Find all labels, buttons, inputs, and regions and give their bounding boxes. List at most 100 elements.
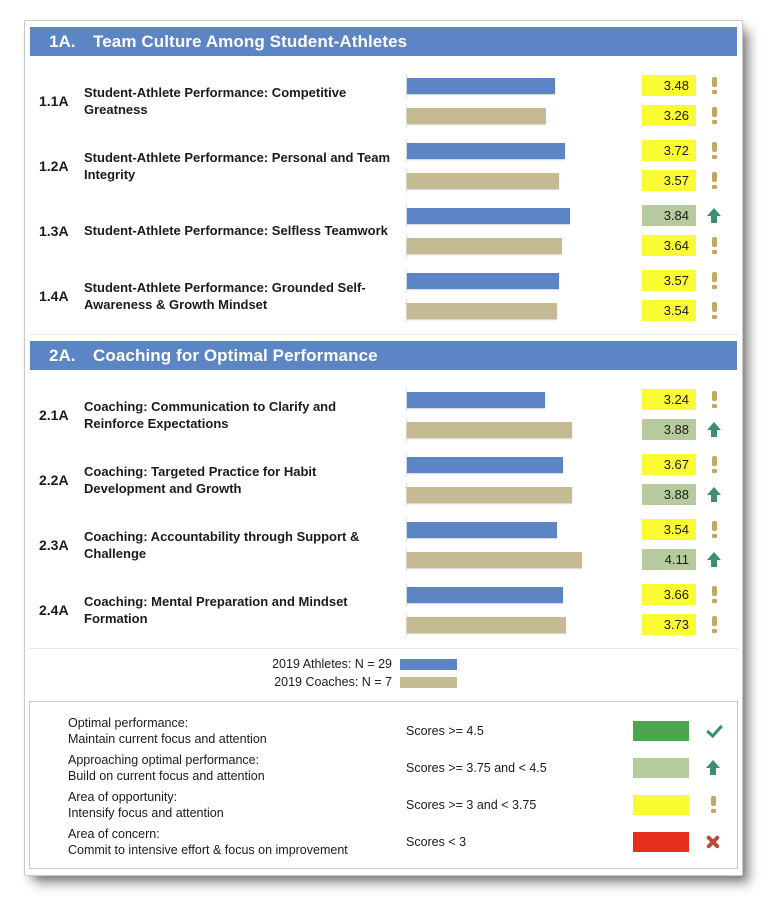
exclamation-icon [711, 456, 717, 473]
key-subtitle: Intensify focus and attention [68, 805, 224, 820]
exclamation-icon [711, 237, 717, 254]
athletes-legend-label: 2019 Athletes: N = 29 [272, 657, 392, 671]
section-2a-rows: 2.1A Coaching: Communication to Clarify … [29, 374, 738, 649]
section-title: Team Culture Among Student-Athletes [93, 31, 408, 51]
athletes-score-badge: 3.84 [642, 205, 696, 226]
row-id: 2.4A [39, 601, 69, 618]
row-title: Coaching: Targeted Practice for Habit De… [84, 463, 317, 496]
key-row-optimal: Optimal performance: Maintain current fo… [30, 712, 737, 749]
athletes-score-bar [407, 586, 563, 603]
bar-axis-cell [406, 268, 642, 293]
athletes-score-badge: 3.48 [642, 75, 696, 96]
row-id: 1.3A [39, 222, 69, 239]
exclamation-icon [711, 142, 717, 159]
athletes-score-badge: 3.57 [642, 270, 696, 291]
key-title: Area of concern: [68, 826, 160, 841]
coaches-legend-label: 2019 Coaches: N = 7 [274, 675, 392, 689]
row-title: Student-Athlete Performance: Personal an… [84, 149, 391, 182]
key-row-concern: Area of concern: Commit to intensive eff… [30, 823, 737, 860]
coaches-score-bar [407, 551, 582, 568]
athletes-legend-swatch [400, 658, 457, 670]
key-title: Optimal performance: [68, 715, 189, 730]
coaches-score-badge: 3.57 [642, 170, 696, 191]
row-title: Student-Athlete Performance: Selfless Te… [84, 223, 388, 238]
series-legend: 2019 Athletes: N = 29 2019 Coaches: N = … [28, 657, 739, 689]
exclamation-icon [711, 586, 717, 603]
assessment-row-2-2a: 2.2A Coaching: Targeted Practice for Hab… [29, 447, 738, 512]
coaches-score-bar [407, 237, 562, 254]
athletes-score-bar [407, 272, 559, 289]
bar-axis-cell [406, 103, 642, 128]
key-row-approaching: Approaching optimal performance: Build o… [30, 749, 737, 786]
coaches-score-badge: 3.88 [642, 419, 696, 440]
report-page: 1A. Team Culture Among Student-Athletes … [24, 20, 743, 876]
up-arrow-icon [707, 208, 721, 223]
row-id: 2.1A [39, 406, 69, 423]
athletes-score-badge: 3.67 [642, 454, 696, 475]
key-color-swatch [632, 757, 690, 778]
coaches-score-badge: 3.88 [642, 484, 696, 505]
exclamation-icon [711, 107, 717, 124]
row-title: Student-Athlete Performance: Grounded Se… [84, 279, 366, 312]
exclamation-icon [711, 302, 717, 319]
section-header-1a: 1A. Team Culture Among Student-Athletes [30, 27, 737, 56]
section-id: 1A. [49, 31, 76, 51]
athletes-score-badge: 3.24 [642, 389, 696, 410]
coaches-legend-swatch [400, 676, 457, 688]
bar-axis-cell [406, 203, 642, 228]
coaches-score-badge: 3.64 [642, 235, 696, 256]
bar-axis-cell [406, 612, 642, 637]
athletes-score-bar [407, 77, 555, 94]
row-id: 1.4A [39, 287, 69, 304]
bar-axis-cell [406, 582, 642, 607]
check-icon [705, 723, 722, 738]
athletes-score-badge: 3.66 [642, 584, 696, 605]
section-id: 2A. [49, 345, 76, 365]
key-title: Area of opportunity: [68, 789, 178, 804]
exclamation-icon [711, 616, 717, 633]
coaches-score-bar [407, 302, 557, 319]
row-title: Coaching: Mental Preparation and Mindset… [84, 593, 348, 626]
bar-axis-cell [406, 482, 642, 507]
bar-axis-cell [406, 138, 642, 163]
up-arrow-icon [707, 552, 721, 567]
exclamation-icon [711, 77, 717, 94]
bar-axis-cell [406, 298, 642, 323]
assessment-row-2-3a: 2.3A Coaching: Accountability through Su… [29, 512, 738, 577]
row-id: 2.2A [39, 471, 69, 488]
assessment-row-2-4a: 2.4A Coaching: Mental Preparation and Mi… [29, 577, 738, 642]
coaches-score-bar [407, 421, 572, 438]
athletes-score-bar [407, 521, 557, 538]
athletes-score-bar [407, 207, 570, 224]
key-color-swatch [632, 720, 690, 741]
exclamation-icon [711, 521, 717, 538]
key-subtitle: Maintain current focus and attention [68, 731, 267, 746]
key-subtitle: Commit to intensive effort & focus on im… [68, 842, 348, 857]
key-score-range: Scores >= 4.5 [405, 723, 484, 738]
section-1a-rows: 1.1A Student-Athlete Performance: Compet… [29, 60, 738, 335]
bar-axis-cell [406, 73, 642, 98]
row-id: 1.2A [39, 157, 69, 174]
assessment-row-1-2a: 1.2A Student-Athlete Performance: Person… [29, 133, 738, 198]
bar-axis-cell [406, 517, 642, 542]
key-color-swatch [632, 794, 690, 815]
score-key: Optimal performance: Maintain current fo… [29, 701, 738, 869]
up-arrow-icon [707, 487, 721, 502]
key-row-opportunity: Area of opportunity: Intensify focus and… [30, 786, 737, 823]
row-id: 1.1A [39, 92, 69, 109]
coaches-score-bar [407, 486, 572, 503]
coaches-score-bar [407, 107, 546, 124]
athletes-score-bar [407, 391, 545, 408]
key-color-swatch [632, 831, 690, 852]
exclamation-icon [710, 796, 716, 813]
athletes-score-bar [407, 142, 565, 159]
assessment-row-1-1a: 1.1A Student-Athlete Performance: Compet… [29, 68, 738, 133]
coaches-score-bar [407, 172, 559, 189]
coaches-score-badge: 4.11 [642, 549, 696, 570]
x-icon [705, 834, 721, 850]
key-title: Approaching optimal performance: [68, 752, 260, 767]
key-score-range: Scores >= 3.75 and < 4.5 [405, 760, 547, 775]
bar-axis-cell [406, 417, 642, 442]
assessment-row-1-3a: 1.3A Student-Athlete Performance: Selfle… [29, 198, 738, 263]
up-arrow-icon [707, 422, 721, 437]
